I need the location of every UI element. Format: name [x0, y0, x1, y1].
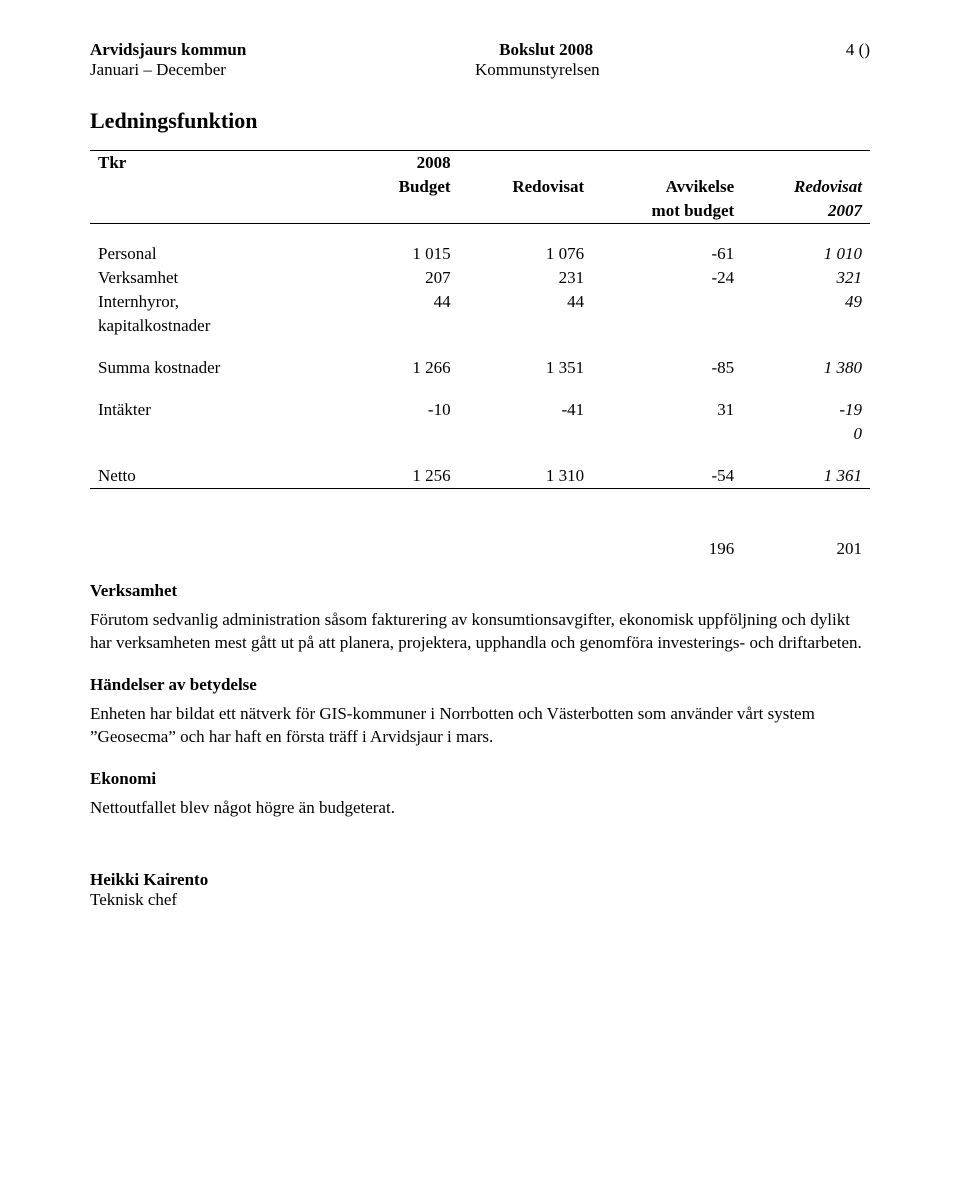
header-row-1: Arvidsjaurs kommun Bokslut 2008 4 ()	[90, 40, 870, 60]
cell-label: Intäkter	[90, 398, 355, 422]
extra-value-2: 201	[742, 537, 870, 561]
table-head-row-1: Tkr 2008	[90, 151, 870, 176]
page-number: 4 ()	[846, 40, 870, 60]
cell-dev: -54	[592, 464, 742, 489]
cell-actual	[459, 422, 593, 446]
cell-budget	[355, 422, 458, 446]
cell-prev: 49	[742, 290, 870, 314]
header-row-2: Januari – December Kommunstyrelsen	[90, 60, 870, 80]
cell-actual: 1 310	[459, 464, 593, 489]
cell-dev	[592, 422, 742, 446]
paragraph-verksamhet: Förutom sedvanlig administration såsom f…	[90, 609, 870, 655]
cell-prev: 1 380	[742, 356, 870, 380]
cell-dev: -85	[592, 356, 742, 380]
paragraph-ekonomi: Nettoutfallet blev något högre än budget…	[90, 797, 870, 820]
table-row	[90, 489, 870, 502]
cell-label: Personal	[90, 242, 355, 266]
signature-name: Heikki Kairento	[90, 870, 870, 890]
cell-dev	[592, 290, 742, 314]
cell-label: kapitalkostnader	[90, 314, 355, 338]
cell-dev: -61	[592, 242, 742, 266]
row-extra: 196 201	[90, 537, 870, 561]
cell-label: Netto	[90, 464, 355, 489]
table-head-row-3: mot budget 2007	[90, 199, 870, 224]
signature-block: Heikki Kairento Teknisk chef	[90, 870, 870, 910]
table-row	[90, 501, 870, 519]
doc-title: Bokslut 2008	[499, 40, 593, 60]
row-kapitalkostnader: kapitalkostnader	[90, 314, 870, 338]
cell-label: Internhyror,	[90, 290, 355, 314]
cell-budget: 207	[355, 266, 458, 290]
col-header-actual: Redovisat	[459, 175, 593, 199]
heading-verksamhet: Verksamhet	[90, 581, 870, 601]
extra-value-1: 196	[592, 537, 742, 561]
row-netto: Netto 1 256 1 310 -54 1 361	[90, 464, 870, 489]
cell-budget: 1 266	[355, 356, 458, 380]
cell-budget: 44	[355, 290, 458, 314]
row-intakter-cont: 0	[90, 422, 870, 446]
cell-dev: 31	[592, 398, 742, 422]
table-row	[90, 224, 870, 243]
heading-handelser: Händelser av betydelse	[90, 675, 870, 695]
col-header-prev-year: 2007	[742, 199, 870, 224]
table-row	[90, 446, 870, 464]
cell-prev: 1 010	[742, 242, 870, 266]
row-internhyror: Internhyror, 44 44 49	[90, 290, 870, 314]
cell-actual: 231	[459, 266, 593, 290]
cell-actual: 44	[459, 290, 593, 314]
signature-title: Teknisk chef	[90, 890, 870, 910]
cell-prev: 1 361	[742, 464, 870, 489]
col-header-deviation: Avvikelse	[592, 175, 742, 199]
cell-label: Verksamhet	[90, 266, 355, 290]
cell-budget	[355, 314, 458, 338]
cell-actual: 1 076	[459, 242, 593, 266]
col-header-deviation-sub: mot budget	[592, 199, 742, 224]
cell-dev: -24	[592, 266, 742, 290]
cell-dev	[592, 314, 742, 338]
cell-budget: 1 256	[355, 464, 458, 489]
document-page: Arvidsjaurs kommun Bokslut 2008 4 () Jan…	[0, 0, 960, 1178]
col-header-empty2	[592, 151, 742, 176]
cell-prev	[742, 314, 870, 338]
cell-label	[90, 422, 355, 446]
row-intakter: Intäkter -10 -41 31 -19	[90, 398, 870, 422]
col-header-tkr: Tkr	[90, 151, 355, 176]
row-personal: Personal 1 015 1 076 -61 1 010	[90, 242, 870, 266]
financials-table: Tkr 2008 Budget Redovisat Avvikelse Redo…	[90, 150, 870, 561]
org-name: Arvidsjaurs kommun	[90, 40, 246, 60]
col-header-empty3	[742, 151, 870, 176]
col-header-year: 2008	[355, 151, 458, 176]
cell-prev: 321	[742, 266, 870, 290]
period-label: Januari – December	[90, 60, 425, 80]
col-header-budget: Budget	[355, 175, 458, 199]
cell-prev: 0	[742, 422, 870, 446]
cell-actual	[459, 314, 593, 338]
col-header-empty1	[459, 151, 593, 176]
table-row	[90, 380, 870, 398]
cell-actual: 1 351	[459, 356, 593, 380]
cell-budget: 1 015	[355, 242, 458, 266]
cell-budget: -10	[355, 398, 458, 422]
cell-actual: -41	[459, 398, 593, 422]
row-summa: Summa kostnader 1 266 1 351 -85 1 380	[90, 356, 870, 380]
cell-prev: -19	[742, 398, 870, 422]
heading-ekonomi: Ekonomi	[90, 769, 870, 789]
row-verksamhet: Verksamhet 207 231 -24 321	[90, 266, 870, 290]
paragraph-handelser: Enheten har bildat ett nätverk för GIS-k…	[90, 703, 870, 749]
cell-label: Summa kostnader	[90, 356, 355, 380]
table-row	[90, 519, 870, 537]
board-name: Kommunstyrelsen	[475, 60, 810, 80]
table-row	[90, 338, 870, 356]
table-head-row-2: Budget Redovisat Avvikelse Redovisat	[90, 175, 870, 199]
section-title: Ledningsfunktion	[90, 108, 870, 134]
col-header-prev: Redovisat	[742, 175, 870, 199]
